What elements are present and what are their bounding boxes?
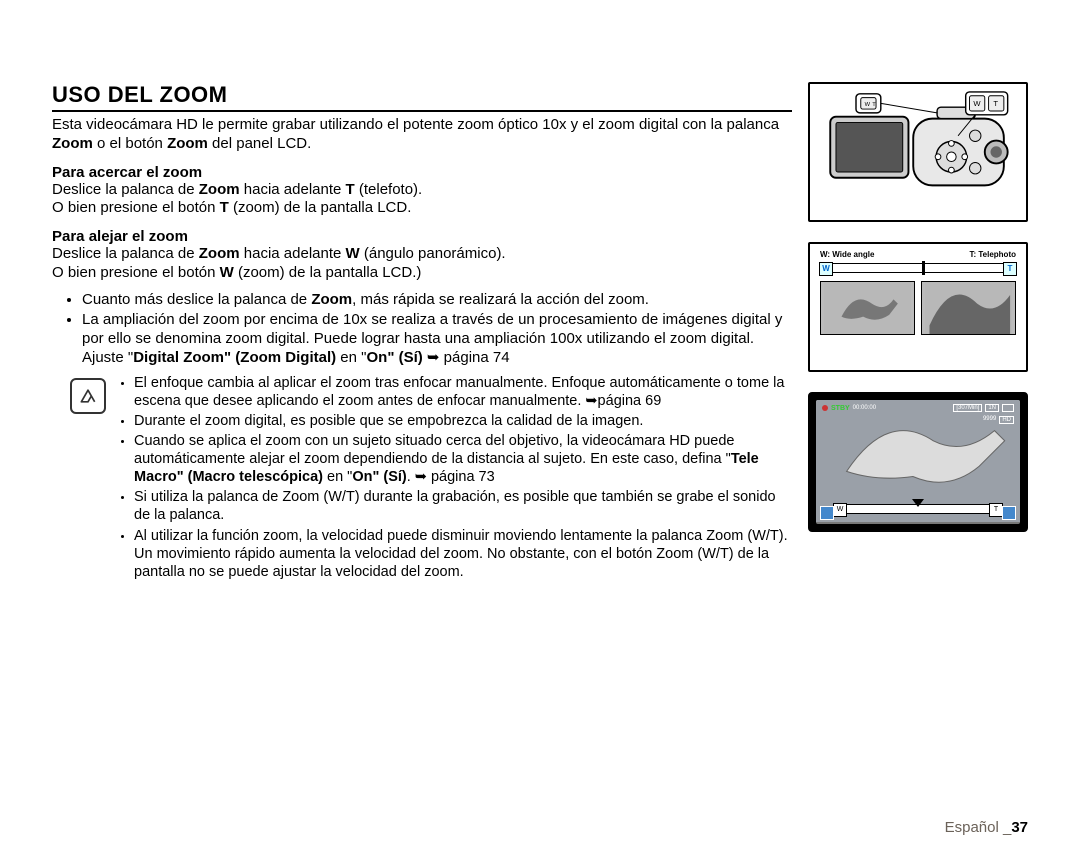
zi-l2c: (zoom) de la pantalla LCD. [229,199,412,216]
intro-c: o el botón [93,135,167,152]
b1a: Cuanto más deslice la palanca de [82,291,311,308]
intro-d: Zoom [167,135,208,152]
zoom-out-line2: O bien presione el botón W (zoom) de la … [52,264,792,283]
screen-zoom-knob [912,499,924,507]
zoom-in-line2: O bien presione el botón T (zoom) de la … [52,199,792,218]
rec-dot-icon [822,405,828,411]
zo-l1a: Deslice la palanca de [52,245,199,262]
figure-camera: W T W T [808,82,1028,222]
play-icon [820,506,834,520]
content-row: USO DEL ZOOM Esta videocámara HD le perm… [52,82,1028,583]
note-block: El enfoque cambia al aplicar el zoom tra… [52,374,792,583]
stby-label: STBY [831,405,850,412]
b1b: Zoom [311,291,352,308]
screen-icons-left [820,506,834,520]
note-5: Al utilizar la función zoom, la velocida… [134,527,792,581]
bullet-2: La ampliación del zoom por encima de 10x… [82,311,792,367]
intro-paragraph: Esta videocámara HD le permite grabar ut… [52,116,792,154]
note-2: Durante el zoom digital, es posible que … [134,412,792,430]
b2e: ➥ página 74 [423,349,510,366]
note-list: El enfoque cambia al aplicar el zoom tra… [116,374,792,583]
text-column: USO DEL ZOOM Esta videocámara HD le perm… [52,82,792,583]
note-3: Cuando se aplica el zoom con un sujeto s… [134,432,792,486]
svg-text:T: T [872,102,876,108]
zo-l1c: hacia adelante [240,245,346,262]
slider-t-box: T [1003,262,1017,276]
zo-l1d: W [346,245,360,262]
footer-page: 37 [1011,819,1028,836]
svg-text:W: W [973,99,981,108]
zi-l1b: Zoom [199,181,240,198]
note-4: Si utiliza la palanca de Zoom (W/T) dura… [134,488,792,524]
zo-l2b: W [220,264,234,281]
n3a: Cuando se aplica el zoom con un sujeto s… [134,433,735,467]
zi-l1c: hacia adelante [240,181,346,198]
page-title: USO DEL ZOOM [52,82,792,112]
slider-label-w: W: Wide angle [820,250,874,259]
page-footer: Español _37 [945,819,1028,836]
screen-w-box: W [833,503,847,517]
screen-inner: STBY 00:00:00 [307Min] 1N 9999 HD [816,400,1020,524]
manual-page: USO DEL ZOOM Esta videocámara HD le perm… [0,0,1080,866]
screen-second-row: 9999 HD [983,416,1014,424]
b2d: On" (Sí) [366,349,422,366]
intro-e: del panel LCD. [208,135,311,152]
slider-bar: W T [820,263,1016,273]
screen-top-row: STBY 00:00:00 [307Min] 1N [822,404,1014,412]
zoom-thumbs [820,281,1016,335]
zoom-out-heading: Para alejar el zoom [52,228,792,245]
zi-l1e: (telefoto). [355,181,423,198]
zoom-out-line1: Deslice la palanca de Zoom hacia adelant… [52,245,792,264]
n3e: . ➥ página 73 [407,469,495,485]
svg-text:W: W [865,102,871,108]
screen-t-box: T [989,503,1003,517]
screen-icons-right [1002,506,1016,520]
screen-time: 00:00:00 [853,405,876,411]
intro-a: Esta videocámara HD le permite grabar ut… [52,116,779,133]
bullet-list: Cuanto más deslice la palanca de Zoom, m… [52,291,792,368]
hd-badge: HD [999,416,1014,424]
footer-lang: Español _ [945,819,1012,836]
battery-icon [1002,404,1014,412]
b2b: Digital Zoom" (Zoom Digital) [133,349,336,366]
zoom-in-heading: Para acercar el zoom [52,164,792,181]
slider-w-box: W [819,262,833,276]
screen-zoom-bar: W T [834,504,1002,514]
menu-icon [1002,506,1016,520]
zo-l2a: O bien presione el botón [52,264,220,281]
n3d: On" (Sí) [352,469,406,485]
screen-count: 9999 [983,416,996,424]
b2c: en " [336,349,366,366]
zi-l1d: T [346,181,355,198]
bullet-1: Cuanto más deslice la palanca de Zoom, m… [82,291,792,310]
zo-l1e: (ángulo panorámico). [360,245,506,262]
zoom-in-line1: Deslice la palanca de Zoom hacia adelant… [52,181,792,200]
slider-labels: W: Wide angle T: Telephoto [820,250,1016,259]
zo-l1b: Zoom [199,245,240,262]
svg-text:T: T [993,99,998,108]
figure-column: W T W T W: Wide angle T: Telephoto [808,82,1028,583]
zo-l2c: (zoom) de la pantalla LCD.) [234,264,422,281]
b1c: , más rápida se realizará la acción del … [352,291,649,308]
note-icon [70,378,106,414]
thumb-wide [820,281,915,335]
note-1: El enfoque cambia al aplicar el zoom tra… [134,374,792,410]
slider-label-t: T: Telephoto [969,250,1016,259]
figure-lcd-screen: STBY 00:00:00 [307Min] 1N 9999 HD [808,392,1028,532]
figure-zoom-slider: W: Wide angle T: Telephoto W T [808,242,1028,372]
zi-l1a: Deslice la palanca de [52,181,199,198]
thumb-tele [921,281,1016,335]
screen-card: 1N [985,404,999,412]
screen-remain: [307Min] [953,404,982,412]
intro-b: Zoom [52,135,93,152]
zi-l2b: T [220,199,229,216]
slider-knob [922,261,925,275]
zi-l2a: O bien presione el botón [52,199,220,216]
n3c: en " [323,469,352,485]
